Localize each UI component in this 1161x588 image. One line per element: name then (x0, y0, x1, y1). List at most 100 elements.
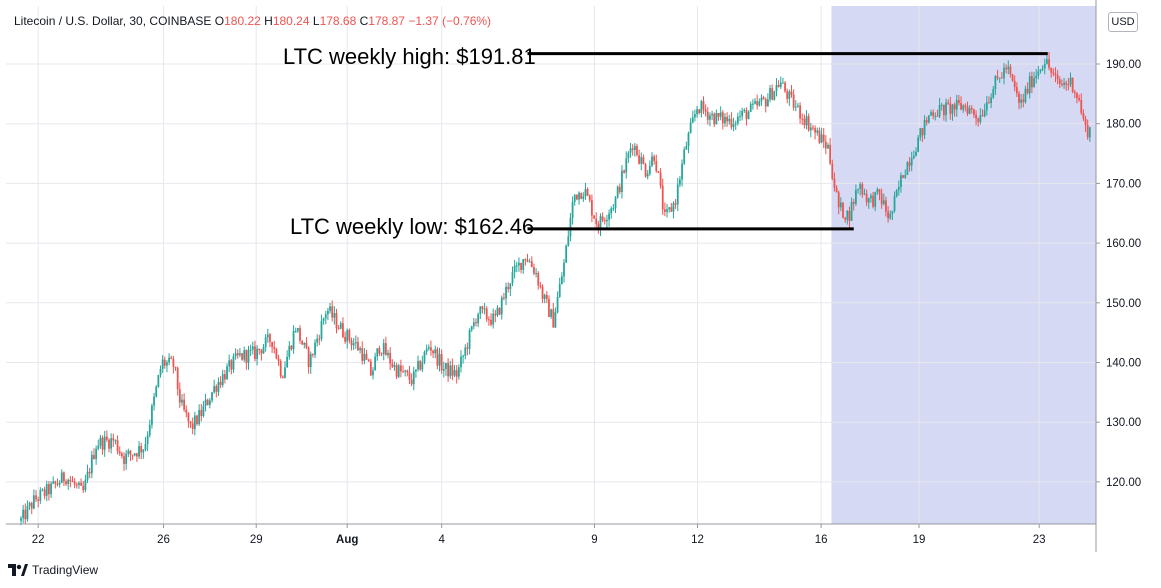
candle-body (1080, 100, 1083, 113)
candle-body (548, 299, 550, 317)
candle-body (580, 192, 583, 199)
candle-body (820, 134, 823, 143)
candle-body (779, 82, 782, 87)
candle-body (384, 343, 387, 356)
brand-label: TradingView (32, 563, 99, 577)
candle-body (678, 179, 681, 185)
candle-body (904, 174, 907, 178)
candle-body (1015, 86, 1018, 94)
candle-body (874, 191, 877, 207)
candle-body (382, 343, 385, 354)
candle-body (728, 118, 731, 122)
candle-body (1018, 93, 1020, 103)
candle-body (524, 259, 527, 261)
candle-body (279, 361, 282, 377)
symbol-title[interactable]: Litecoin / U.S. Dollar, 30, COINBASE (14, 14, 212, 28)
candle-body (273, 346, 276, 349)
candle-body (715, 112, 718, 125)
candle-body (964, 105, 967, 107)
candle-body (417, 361, 419, 370)
candle-body (133, 453, 136, 456)
candle-body (829, 144, 832, 164)
candle-body (346, 330, 349, 342)
candle-body (114, 440, 117, 442)
candle-body (335, 313, 338, 329)
candle-body (157, 375, 160, 387)
currency-button[interactable]: USD (1108, 12, 1138, 32)
candle-body (344, 337, 346, 342)
candle-body (277, 358, 280, 362)
candle-body (479, 306, 482, 315)
candle-body (378, 348, 381, 354)
candle-body (816, 130, 819, 133)
candle-body (239, 353, 241, 356)
candle-body (254, 346, 256, 359)
candle-body (578, 192, 580, 200)
candle-body (163, 359, 166, 366)
candle-body (921, 128, 924, 136)
candle-body (453, 370, 456, 376)
candle-body (1058, 79, 1061, 84)
candle-body (945, 102, 947, 116)
candle-body (204, 399, 207, 406)
candle-body (1003, 67, 1005, 79)
candle-body (84, 479, 87, 491)
candle-body (288, 345, 291, 357)
y-tick-label: 120.00 (1106, 477, 1141, 489)
candle-body (421, 362, 424, 370)
time-axis[interactable]: 22 26 29 Aug 4 9 12 16 19 23 (32, 524, 1046, 546)
candle-body (228, 360, 231, 367)
candle-body (520, 262, 522, 270)
candle-body (983, 110, 986, 117)
candle-body (329, 306, 331, 311)
candle-body (900, 175, 902, 188)
candle-body (633, 145, 636, 150)
candle-body (425, 348, 428, 353)
candle-body (97, 445, 100, 449)
candle-body (739, 116, 741, 118)
candle-body (1063, 82, 1065, 85)
candle-body (511, 272, 514, 284)
candle-body (812, 127, 814, 129)
candle-body (470, 326, 473, 331)
candle-body (833, 178, 836, 188)
candle-body (88, 471, 91, 474)
candle-body (1041, 68, 1044, 70)
symbol-info: Litecoin / U.S. Dollar, 30, COINBASE O18… (14, 14, 491, 28)
candle-body (668, 207, 671, 210)
candle-body (887, 211, 889, 219)
candle-body (659, 172, 662, 186)
tradingview-brand[interactable]: TradingView (8, 563, 98, 577)
candle-body (307, 347, 310, 368)
candle-body (560, 276, 563, 285)
candle-body (176, 367, 179, 390)
candle-body (445, 362, 447, 369)
candle-body (760, 97, 763, 102)
candle-body (640, 157, 643, 164)
candle-body (994, 76, 997, 90)
candle-body (348, 330, 351, 341)
annotation-lines (527, 52, 1048, 231)
candle-body (266, 334, 269, 338)
candle-body (60, 472, 63, 483)
y-tick-label: 170.00 (1106, 178, 1141, 190)
candle-body (108, 439, 110, 449)
candle-body (1065, 82, 1068, 85)
candle-body (953, 104, 956, 110)
candle-body (857, 188, 859, 190)
candle-body (573, 194, 576, 202)
candle-body (20, 518, 22, 521)
candle-body (713, 113, 716, 125)
candle-body (32, 495, 35, 509)
candle-body (442, 368, 445, 371)
candle-body (674, 203, 677, 205)
candle-body (45, 484, 48, 496)
candle-body (803, 118, 806, 126)
candle-body (543, 294, 546, 299)
candle-body (528, 261, 531, 263)
candle-body (230, 360, 233, 370)
candle-body (451, 365, 454, 376)
candle-body (243, 350, 246, 360)
price-axis[interactable]: 190.00 180.00 170.00 160.00 150.00 140.00 130.… (1096, 59, 1141, 489)
